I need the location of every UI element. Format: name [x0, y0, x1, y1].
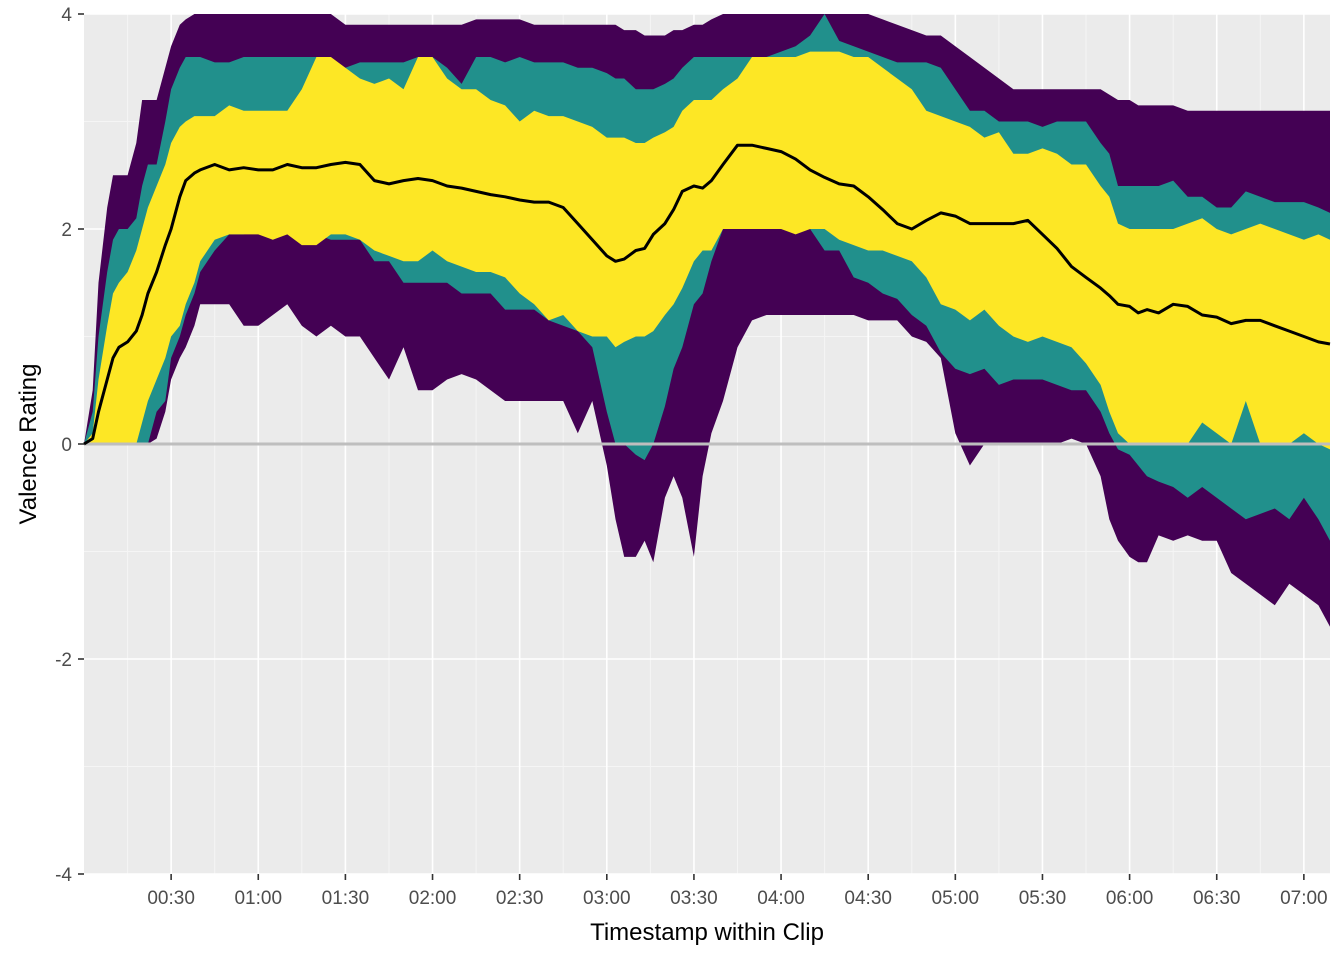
x-tick-label: 01:00: [234, 888, 282, 909]
mean-valence-line: [83, 143, 1331, 446]
tick-labels: 00:30 01:00 01:30 02:00 02:30 03:00 03:30 04:00…: [55, 5, 1328, 909]
x-tick-label: 02:00: [409, 888, 457, 909]
y-tick-label: 2: [61, 220, 72, 241]
rating-bands: [84, 14, 1330, 627]
x-tick-label: 05:00: [932, 888, 980, 909]
x-tick-label: 03:30: [670, 888, 718, 909]
y-tick-label: 4: [61, 5, 72, 26]
axes: [78, 13, 1305, 880]
x-tick-label: 02:30: [496, 888, 544, 909]
x-tick-label: 04:30: [844, 888, 892, 909]
x-tick-label: 06:30: [1193, 888, 1241, 909]
x-tick-label: 05:30: [1019, 888, 1067, 909]
y-tick-label: -4: [55, 865, 72, 886]
y-axis-title: Valence Rating: [15, 364, 42, 525]
x-tick-label: 06:00: [1106, 888, 1154, 909]
band-3: [84, 51, 1330, 450]
x-tick-label: 01:30: [322, 888, 370, 909]
y-tick-label: 0: [61, 435, 72, 456]
y-tick-label: -2: [55, 650, 72, 671]
x-tick-label: 00:30: [147, 888, 195, 909]
x-tick-label: 03:00: [583, 888, 631, 909]
x-tick-label: 07:00: [1280, 888, 1328, 909]
x-tick-label: 04:00: [757, 888, 805, 909]
x-axis-title: Timestamp within Clip: [590, 919, 824, 946]
